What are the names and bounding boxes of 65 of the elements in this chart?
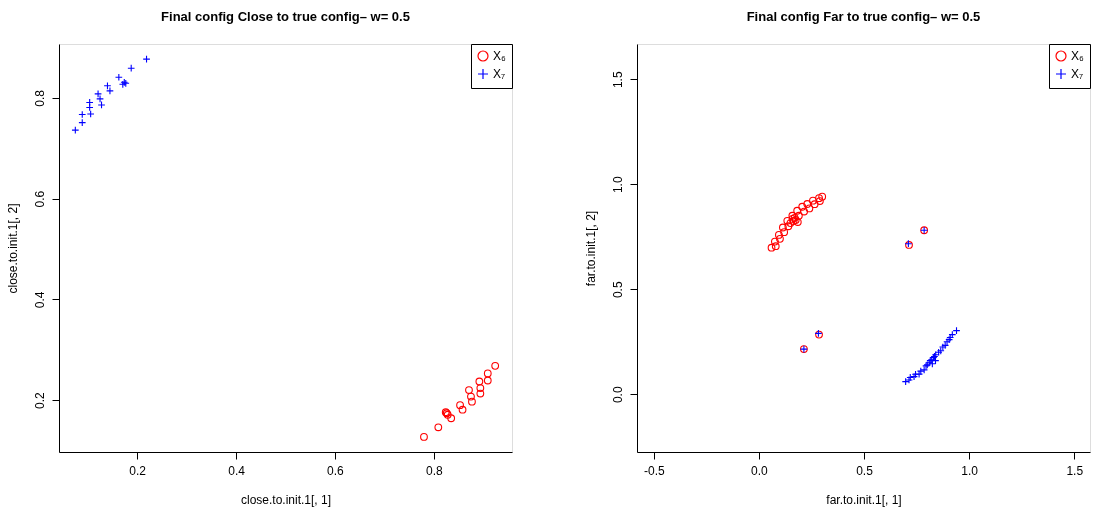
- chart-title: Final config Far to true config– w= 0.5: [746, 8, 981, 24]
- y-tick-label: 0.6: [32, 190, 47, 208]
- y-axis-title: far.to.init.1[, 2]: [583, 210, 598, 287]
- point: [475, 377, 484, 386]
- point: [798, 202, 807, 211]
- y-tick-label: 1.0: [610, 176, 625, 194]
- point: [780, 228, 789, 237]
- point: [818, 192, 827, 201]
- point: [794, 211, 803, 220]
- point: [776, 234, 784, 243]
- point: [476, 389, 485, 398]
- point: [800, 207, 809, 216]
- x-tick-label: 0.8: [426, 463, 444, 478]
- x-tick-label: 1.5: [1066, 463, 1084, 478]
- point: [97, 101, 106, 109]
- point: [771, 242, 780, 251]
- point: [483, 376, 492, 385]
- y-tick-label: 1.5: [610, 71, 625, 89]
- point: [142, 55, 151, 64]
- x-tick-label: 0.0: [751, 463, 769, 478]
- x-tick-label: -0.5: [643, 463, 665, 478]
- point: [476, 384, 485, 392]
- point: [483, 369, 492, 378]
- point: [784, 222, 793, 231]
- point: [458, 405, 467, 414]
- chart-title: Final config Close to true config– w= 0.5: [161, 8, 410, 24]
- point: [793, 206, 802, 215]
- point: [783, 216, 792, 225]
- y-tick-label: 0.0: [610, 386, 625, 404]
- point: [774, 230, 783, 239]
- y-tick-label: 0.8: [32, 89, 47, 107]
- point: [456, 401, 464, 410]
- point: [809, 196, 817, 205]
- point: [815, 194, 823, 203]
- point: [803, 200, 812, 208]
- point: [767, 243, 776, 252]
- x-axis-title: close.to.init.1[, 1]: [240, 492, 332, 507]
- point: [468, 397, 476, 406]
- point: [420, 432, 428, 441]
- x-tick-label: 0.2: [129, 463, 147, 478]
- legend-label: X₇: [493, 67, 506, 81]
- point: [815, 197, 824, 205]
- point: [491, 361, 500, 370]
- legend-label: X₆: [493, 49, 506, 63]
- point: [805, 204, 814, 213]
- x-tick-label: 1.0: [961, 463, 979, 478]
- y-tick-label: 0.5: [610, 281, 625, 299]
- x-axis-title: far.to.init.1[, 1]: [826, 492, 902, 507]
- legend-label: X₆: [1071, 49, 1084, 63]
- point: [434, 423, 443, 432]
- x-tick-label: 0.5: [856, 463, 874, 478]
- point: [71, 126, 80, 135]
- point: [86, 110, 95, 118]
- point: [778, 223, 787, 232]
- y-axis-title: close.to.init.1[, 2]: [5, 203, 20, 294]
- point: [465, 386, 473, 394]
- point: [467, 392, 475, 401]
- point: [770, 237, 779, 246]
- legend-label: X₇: [1071, 67, 1084, 81]
- x-tick-label: 0.4: [228, 463, 246, 478]
- x-tick-label: 0.6: [327, 463, 345, 478]
- y-tick-label: 0.4: [32, 291, 47, 309]
- y-tick-label: 0.2: [32, 391, 47, 409]
- point: [447, 414, 456, 423]
- point: [810, 200, 819, 209]
